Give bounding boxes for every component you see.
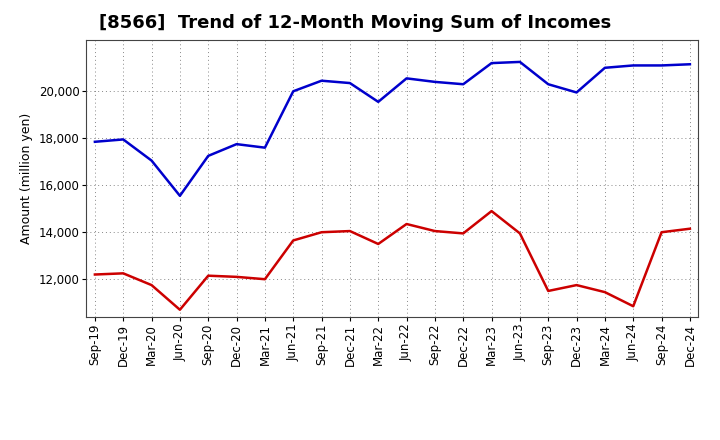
Ordinary Income — [572, 90, 581, 95]
Net Income — [148, 282, 156, 288]
Net Income — [685, 226, 694, 231]
Text: [8566]  Trend of 12-Month Moving Sum of Incomes: [8566] Trend of 12-Month Moving Sum of I… — [99, 15, 611, 33]
Net Income — [487, 209, 496, 214]
Ordinary Income — [204, 153, 212, 158]
Net Income — [176, 307, 184, 312]
Net Income — [600, 290, 609, 295]
Ordinary Income — [516, 59, 524, 65]
Net Income — [459, 231, 467, 236]
Net Income — [629, 304, 637, 309]
Line: Net Income: Net Income — [95, 211, 690, 310]
Ordinary Income — [346, 81, 354, 86]
Ordinary Income — [402, 76, 411, 81]
Net Income — [657, 230, 666, 235]
Ordinary Income — [431, 79, 439, 84]
Ordinary Income — [544, 81, 552, 87]
Net Income — [289, 238, 297, 243]
Ordinary Income — [261, 145, 269, 150]
Ordinary Income — [91, 139, 99, 144]
Net Income — [572, 282, 581, 288]
Ordinary Income — [629, 63, 637, 68]
Y-axis label: Amount (million yen): Amount (million yen) — [20, 113, 33, 244]
Net Income — [516, 231, 524, 236]
Line: Ordinary Income: Ordinary Income — [95, 62, 690, 196]
Ordinary Income — [119, 137, 127, 142]
Ordinary Income — [657, 63, 666, 68]
Ordinary Income — [148, 158, 156, 163]
Ordinary Income — [487, 60, 496, 66]
Net Income — [261, 277, 269, 282]
Net Income — [119, 271, 127, 276]
Ordinary Income — [176, 193, 184, 198]
Ordinary Income — [600, 65, 609, 70]
Ordinary Income — [685, 62, 694, 67]
Net Income — [233, 274, 241, 279]
Ordinary Income — [374, 99, 382, 104]
Ordinary Income — [233, 142, 241, 147]
Ordinary Income — [289, 88, 297, 94]
Net Income — [204, 273, 212, 279]
Net Income — [91, 272, 99, 277]
Ordinary Income — [459, 81, 467, 87]
Net Income — [431, 228, 439, 234]
Ordinary Income — [318, 78, 326, 83]
Net Income — [402, 221, 411, 227]
Net Income — [346, 228, 354, 234]
Net Income — [374, 241, 382, 246]
Net Income — [318, 230, 326, 235]
Net Income — [544, 288, 552, 293]
